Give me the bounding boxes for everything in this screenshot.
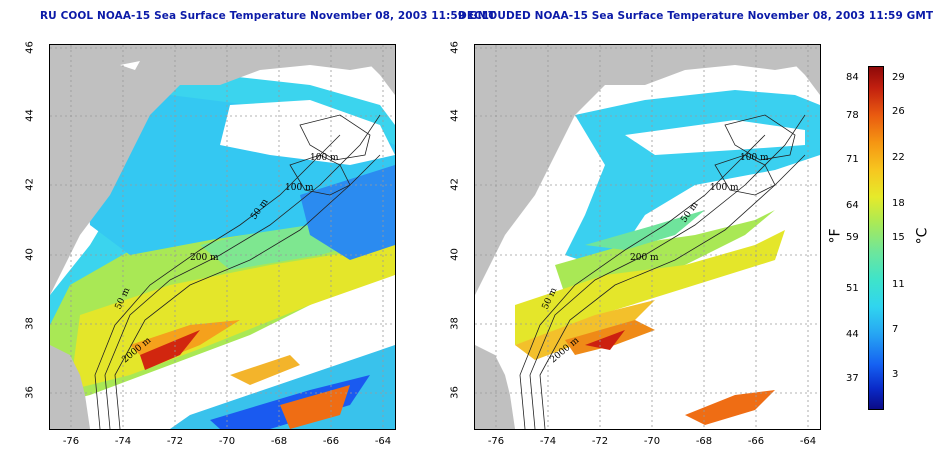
y-tick-label: 46 [449, 41, 461, 54]
y-tick-label: 40 [449, 248, 461, 261]
left-map-title: RU COOL NOAA-15 Sea Surface Temperature … [40, 10, 496, 22]
y-tick-label: 44 [449, 109, 461, 122]
colorbar-c-label: 11 [892, 279, 905, 290]
right-map-title: DECLOUDED NOAA-15 Sea Surface Temperatur… [458, 10, 934, 22]
colorbar-c-label: 22 [892, 152, 905, 163]
left-land [50, 45, 395, 429]
right-contour-label: 100 m [710, 183, 739, 193]
colorbar-c-label: 26 [892, 106, 905, 117]
colorbar-f-label: 71 [846, 154, 859, 165]
left-map-svg: 100 m 100 m 50 m 200 m 50 m 2000 m [50, 45, 395, 429]
colorbar-c-label: 29 [892, 72, 905, 83]
x-tick-label: -68 [270, 436, 288, 447]
y-tick-label: 38 [24, 317, 36, 330]
x-tick-label: -72 [591, 436, 609, 447]
x-tick-label: -70 [643, 436, 661, 447]
left-sst-map: 100 m 100 m 50 m 200 m 50 m 2000 m [49, 44, 396, 430]
left-contour-label: 100 m [285, 183, 314, 193]
x-tick-label: -68 [695, 436, 713, 447]
temperature-colorbar [868, 66, 884, 410]
colorbar-f-label: 64 [846, 200, 859, 211]
colorbar-f-label: 78 [846, 110, 859, 121]
colorbar-f-label: 37 [846, 373, 859, 384]
x-tick-label: -66 [747, 436, 765, 447]
colorbar-f-label: 44 [846, 329, 859, 340]
y-tick-label: 44 [24, 109, 36, 122]
y-tick-label: 38 [449, 317, 461, 330]
y-tick-label: 46 [24, 41, 36, 54]
right-contours [519, 114, 806, 429]
x-tick-label: -76 [62, 436, 80, 447]
colorbar-c-label: 15 [892, 232, 905, 243]
right-land [475, 45, 820, 429]
x-tick-label: -74 [539, 436, 557, 447]
left-contours [94, 114, 381, 429]
x-tick-label: -72 [166, 436, 184, 447]
left-sst-field [50, 75, 395, 429]
colorbar-c-label: 3 [892, 369, 899, 380]
colorbar-c-label: 18 [892, 198, 905, 209]
fahrenheit-unit-label: °F [827, 228, 844, 244]
right-sst-field [515, 90, 820, 425]
right-grid [475, 45, 820, 429]
right-contour-label: 200 m [630, 253, 659, 263]
x-tick-label: -70 [218, 436, 236, 447]
x-tick-label: -76 [487, 436, 505, 447]
left-contour-label: 200 m [190, 253, 219, 263]
colorbar-f-label: 59 [846, 232, 859, 243]
right-contour-label: 100 m [740, 153, 769, 163]
y-tick-label: 42 [449, 178, 461, 191]
y-tick-label: 36 [24, 386, 36, 399]
colorbar-c-label: 7 [892, 324, 899, 335]
x-tick-label: -64 [799, 436, 817, 447]
left-grid [50, 45, 395, 429]
x-tick-label: -74 [114, 436, 132, 447]
right-sst-map: 100 m 100 m 50 m 200 m 50 m 2000 m [474, 44, 821, 430]
right-map-svg: 100 m 100 m 50 m 200 m 50 m 2000 m [475, 45, 820, 429]
x-tick-label: -66 [322, 436, 340, 447]
y-tick-label: 40 [24, 248, 36, 261]
celsius-unit-label: °C [914, 227, 931, 245]
y-tick-label: 36 [449, 386, 461, 399]
left-contour-label: 100 m [310, 153, 339, 163]
x-tick-label: -64 [374, 436, 392, 447]
colorbar-f-label: 51 [846, 283, 859, 294]
colorbar-f-label: 84 [846, 72, 859, 83]
y-tick-label: 42 [24, 178, 36, 191]
